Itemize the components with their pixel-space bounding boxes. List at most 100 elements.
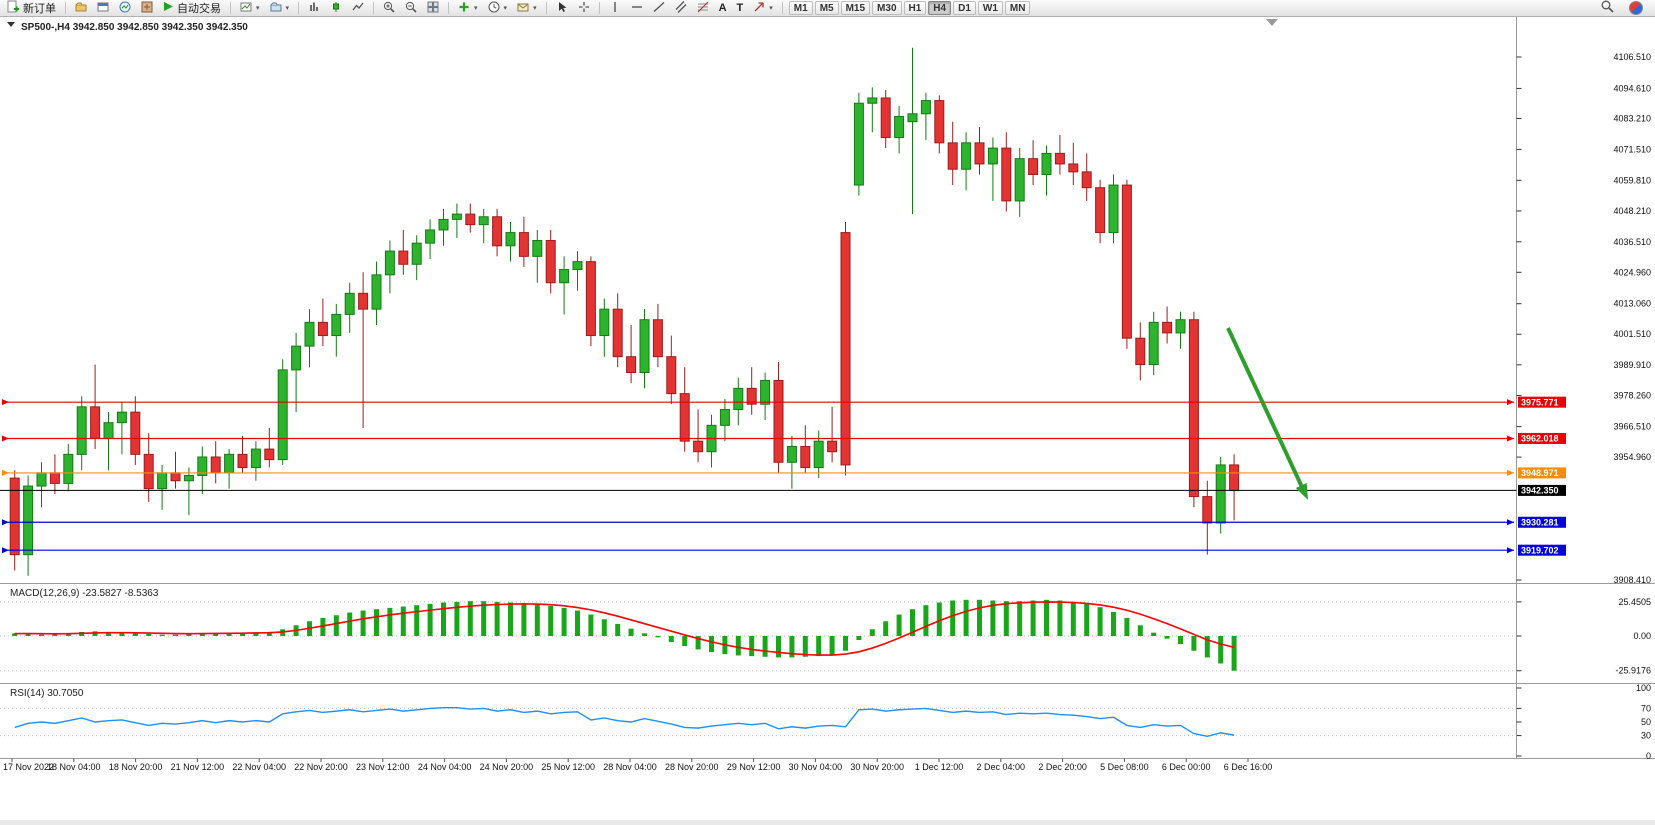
- vertical-line-button[interactable]: [605, 0, 625, 16]
- candle: [398, 229, 409, 275]
- data-window-button[interactable]: [115, 0, 135, 16]
- channel-button[interactable]: [671, 0, 691, 16]
- timeframe-mn-button[interactable]: MN: [1004, 1, 1031, 15]
- one-click-trading-arrow[interactable]: [7, 22, 15, 27]
- timeframe-w1-button[interactable]: W1: [977, 1, 1003, 15]
- rsi-axis-label: 30: [1641, 731, 1651, 741]
- line-right-marker: [1507, 435, 1514, 442]
- zoom-out-button[interactable]: [401, 0, 421, 16]
- timeframe-h4-button[interactable]: H4: [928, 1, 952, 15]
- market-watch-button[interactable]: [93, 0, 113, 16]
- navigator-button[interactable]: [137, 0, 157, 16]
- price-tick-label: 4071.510: [1613, 144, 1651, 154]
- trend-arrow[interactable]: [1226, 327, 1308, 500]
- price-tick-label: 4013.060: [1613, 299, 1651, 309]
- toolbar: 新订单 自动交易 ▾ ▾ ▾ ▾ ▾ A T ▾ M1 M5 M15 M30 H1 H4 D…: [0, 0, 1655, 17]
- new-order-label: 新订单: [23, 3, 56, 15]
- search-button[interactable]: [1597, 0, 1618, 16]
- separator: [230, 2, 231, 14]
- time-label: 2 Dec 04:00: [977, 762, 1026, 772]
- horizontal-line[interactable]: 3948.971: [2, 467, 1566, 479]
- new-order-button[interactable]: 新订单: [3, 0, 60, 16]
- label-tool-button[interactable]: T: [733, 0, 748, 16]
- channel-icon: [675, 0, 687, 16]
- clock-icon: [488, 1, 500, 16]
- community-button[interactable]: [1625, 0, 1647, 16]
- caret-icon: ▾: [533, 5, 537, 12]
- text-tool-button[interactable]: A: [715, 0, 731, 16]
- timeframe-h1-button[interactable]: H1: [903, 1, 927, 15]
- chart-canvas[interactable]: SP500-,H4 3942.850 3942.850 3942.350 394…: [0, 17, 1655, 820]
- crosshair-button[interactable]: [574, 0, 594, 16]
- candle: [23, 475, 34, 576]
- separator: [598, 2, 600, 14]
- line-left-marker: [2, 435, 9, 442]
- candle: [1081, 153, 1092, 201]
- candle: [344, 282, 355, 333]
- candle: [1175, 311, 1186, 349]
- candle: [103, 412, 114, 471]
- text-tool-label: A: [718, 2, 727, 14]
- caret-icon: ▾: [474, 5, 478, 12]
- candle: [1215, 457, 1226, 534]
- candle: [746, 367, 757, 415]
- templates-icon: [517, 1, 529, 16]
- candle: [304, 309, 315, 368]
- templates-button[interactable]: ▾: [513, 0, 541, 16]
- timeframe-m1-button[interactable]: M1: [788, 1, 813, 15]
- horizontal-line[interactable]: 3962.018: [2, 432, 1566, 444]
- candle: [599, 298, 610, 357]
- bar-chart-button[interactable]: [304, 0, 324, 16]
- charts-window-button[interactable]: [71, 0, 91, 16]
- candle: [250, 441, 261, 481]
- candle: [210, 441, 221, 484]
- caret-icon: ▾: [769, 5, 773, 12]
- cursor-button[interactable]: [552, 0, 572, 16]
- fibonacci-icon: [697, 1, 709, 16]
- timeframe-m30-button[interactable]: M30: [872, 1, 902, 15]
- macd-axis-label: 0.00: [1633, 631, 1651, 641]
- crosshair-icon: [578, 1, 590, 16]
- indicators-button[interactable]: ▾: [454, 0, 482, 16]
- market-watch-icon: [97, 1, 109, 16]
- vertical-line-icon: [609, 1, 621, 16]
- periods-button[interactable]: ▾: [484, 0, 512, 16]
- new-order-icon: [7, 0, 20, 16]
- caret-icon: ▾: [256, 5, 260, 12]
- rsi-axis-label: 50: [1641, 717, 1651, 727]
- horizontal-line[interactable]: 3975.771: [2, 396, 1566, 408]
- new-chart-button[interactable]: ▾: [236, 0, 264, 16]
- profiles-button[interactable]: ▾: [266, 0, 294, 16]
- timeframe-m5-button[interactable]: M5: [814, 1, 839, 15]
- trendline-button[interactable]: [649, 0, 669, 16]
- candlestick-chart-button[interactable]: [326, 0, 346, 16]
- indicators-icon: [458, 1, 470, 16]
- zoom-in-button[interactable]: [379, 0, 399, 16]
- horizontal-line-button[interactable]: [627, 0, 647, 16]
- candle: [1202, 480, 1213, 555]
- horizontal-line[interactable]: 3930.281: [2, 516, 1566, 528]
- label-tool-label: T: [736, 2, 744, 14]
- zoom-in-icon: [383, 1, 395, 16]
- time-label: 18 Nov 04:00: [47, 762, 101, 772]
- price-tick-label: 4024.960: [1613, 267, 1651, 277]
- timeframe-d1-button[interactable]: D1: [953, 1, 976, 15]
- candle: [1054, 134, 1065, 175]
- horizontal-line[interactable]: 3919.702: [2, 544, 1566, 556]
- price-tick-label: 3908.410: [1613, 575, 1651, 585]
- timeframe-m15-button[interactable]: M15: [840, 1, 871, 15]
- tile-windows-button[interactable]: [423, 0, 443, 16]
- candlestick-chart-icon: [330, 1, 342, 16]
- candle: [317, 298, 328, 347]
- data-window-icon: [119, 1, 131, 16]
- candle: [36, 462, 47, 508]
- arrows-tool-button[interactable]: ▾: [749, 0, 777, 16]
- autotrading-button[interactable]: 自动交易: [159, 0, 225, 16]
- line-chart-button[interactable]: [348, 0, 368, 16]
- fibonacci-button[interactable]: [693, 0, 713, 16]
- chart-shift-marker[interactable]: [1266, 19, 1278, 26]
- macd-label: MACD(12,26,9) -23.5827 -8.5363: [10, 588, 159, 599]
- time-label: 6 Dec 00:00: [1162, 762, 1211, 772]
- line-left-marker: [2, 519, 9, 526]
- price-line-badge-label: 3930.281: [1521, 517, 1559, 527]
